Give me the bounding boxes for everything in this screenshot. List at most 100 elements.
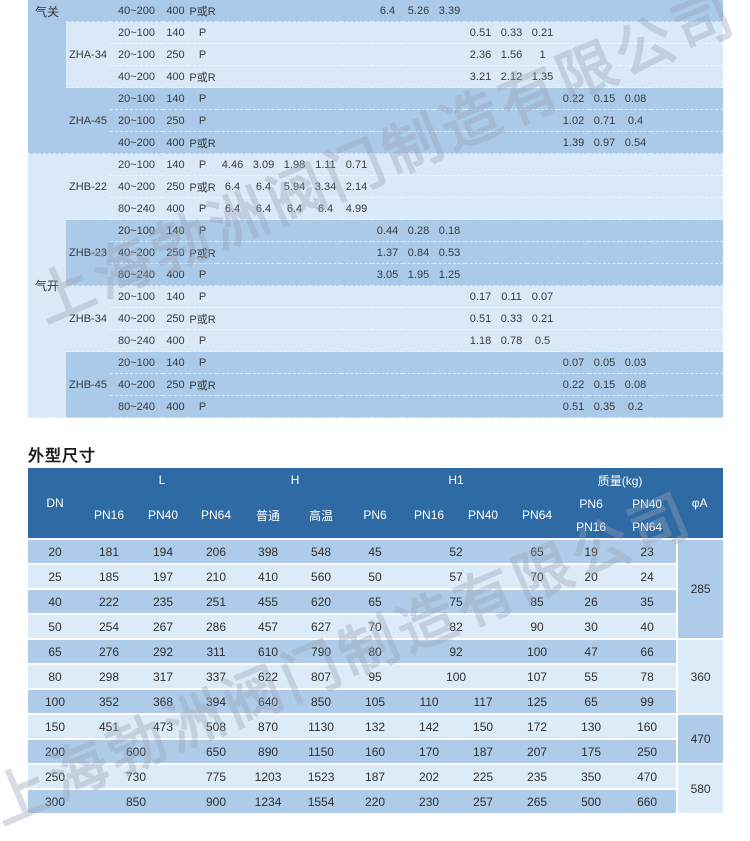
kv-flow-cell: P: [188, 198, 217, 220]
kv-value-cell: [248, 44, 279, 66]
dim-value-cell: 187: [456, 740, 511, 765]
kv-value-cell: [310, 242, 341, 264]
kv-range-cell: 40~200: [110, 374, 163, 396]
dim-value-cell: 19: [564, 538, 619, 565]
dim-value-cell: 508: [190, 715, 243, 740]
kv-flow-cell: P: [188, 110, 217, 132]
dim-value-cell: 337: [190, 665, 243, 690]
kv-value-cell: 0.97: [589, 132, 620, 154]
dim-value-cell: 265: [510, 790, 565, 815]
dim-row: 40 222 235 251 455 620 65 75 85 26 35: [28, 590, 723, 615]
dim-value-cell: 660: [618, 790, 677, 815]
kv-value-cell: [496, 0, 527, 22]
kv-value-cell: [341, 0, 372, 22]
dim-value-cell: 160: [348, 740, 403, 765]
kv-value-cell: [403, 154, 434, 176]
dim-value-cell: 65: [564, 690, 619, 715]
kv-row: 40~200 400 P或R 1.39 0.97 0.54: [28, 132, 723, 154]
dim-value-cell: 276: [82, 640, 136, 665]
kv-filler-cell: [651, 220, 723, 242]
kv-value-cell: [589, 22, 620, 44]
dim-value-cell: 298: [82, 665, 136, 690]
kv-value-cell: [620, 286, 651, 308]
kv-filler-cell: [651, 88, 723, 110]
kv-value-cell: [217, 352, 248, 374]
dim-value-cell: 150: [456, 715, 511, 740]
kv-range-cell: 40~200: [110, 0, 163, 22]
dim-value-cell: 197: [136, 565, 190, 590]
kv-value-cell: [465, 176, 496, 198]
kv-row: ZHB-45 20~100 140 P 0.07 0.05 0.03: [28, 352, 723, 418]
kv-value-cell: 0.33: [496, 22, 527, 44]
kv-value-cell: [341, 286, 372, 308]
kv-value-cell: [620, 220, 651, 242]
dim-value-cell: 640: [242, 690, 295, 715]
kv-value-cell: [372, 88, 403, 110]
dim-value-cell: 207: [510, 740, 565, 765]
kv-value-cell: [496, 132, 527, 154]
kv-filler-cell: [651, 44, 723, 66]
dim-phia-cell: 360: [676, 640, 724, 715]
dim-value-cell: 850: [82, 790, 190, 815]
kv-value-cell: [217, 396, 248, 418]
kv-range-cell: 80~240: [110, 198, 163, 220]
kv-value-cell: [279, 308, 310, 330]
kv-value-cell: 2.12: [496, 66, 527, 88]
kv-row: 40~200 250 P或R 0.51 0.33 0.21: [28, 308, 723, 330]
dim-value-cell: 57: [402, 565, 511, 590]
kv-value-cell: [310, 110, 341, 132]
kv-value-cell: [372, 286, 403, 308]
kv-value-cell: [558, 44, 589, 66]
dim-value-cell: 600: [82, 740, 190, 765]
kv-value-cell: 2.36: [465, 44, 496, 66]
kv-value-cell: [403, 286, 434, 308]
kv-value-cell: [248, 396, 279, 418]
kv-value-cell: [217, 220, 248, 242]
kv-flow-cell: P: [188, 44, 217, 66]
dim-dn-cell: 200: [28, 740, 82, 765]
kv-value-cell: 0.44: [372, 220, 403, 242]
kv-value-cell: [279, 0, 310, 22]
kv-pressure-cell: 400: [163, 330, 188, 352]
kv-value-cell: [496, 374, 527, 396]
kv-value-cell: [217, 132, 248, 154]
dim-table-header: DN L H H1 质量(kg) φA PN16 PN40 PN64 普通 高温 PN6 PN16 PN4…: [28, 468, 724, 538]
kv-value-cell: 0.78: [496, 330, 527, 352]
kv-value-cell: 1.35: [527, 66, 558, 88]
kv-pressure-cell: 250: [163, 110, 188, 132]
kv-value-cell: 1.98: [279, 154, 310, 176]
dim-value-cell: 45: [348, 538, 403, 565]
dim-value-cell: 560: [294, 565, 349, 590]
kv-value-cell: [558, 154, 589, 176]
dim-header-row: DN L H H1 质量(kg) φA: [28, 468, 724, 538]
kv-value-cell: [372, 44, 403, 66]
dim-value-cell: 394: [190, 690, 243, 715]
kv-filler-cell: [651, 242, 723, 264]
kv-flow-cell: P或R: [188, 242, 217, 264]
kv-range-cell: 20~100: [110, 286, 163, 308]
dim-value-cell: 222: [82, 590, 136, 615]
dim-row: 250 730 775 1203 1523 187 202 225 235 350 470 580: [28, 765, 724, 815]
kv-value-cell: [248, 220, 279, 242]
kv-value-cell: [589, 154, 620, 176]
dim-value-cell: 24: [618, 565, 677, 590]
dim-value-cell: 181: [82, 538, 136, 565]
kv-value-cell: [403, 198, 434, 220]
kv-value-cell: [434, 22, 465, 44]
kv-value-cell: [527, 88, 558, 110]
kv-value-cell: [558, 66, 589, 88]
kv-value-cell: 3.09: [248, 154, 279, 176]
kv-value-cell: [558, 22, 589, 44]
kv-value-cell: [403, 22, 434, 44]
kv-value-cell: [310, 44, 341, 66]
kv-model-cell: ZHB-22: [66, 154, 110, 220]
kv-row: 20~100 250 P 1.02 0.71 0.4: [28, 110, 723, 132]
kv-value-cell: [527, 132, 558, 154]
dim-value-cell: 225: [456, 765, 511, 790]
kv-flow-cell: P或R: [188, 66, 217, 88]
kv-value-cell: 3.39: [434, 0, 465, 22]
dim-value-cell: 807: [294, 665, 349, 690]
dim-value-cell: 82: [402, 615, 511, 640]
kv-value-cell: [589, 66, 620, 88]
kv-value-cell: [527, 264, 558, 286]
